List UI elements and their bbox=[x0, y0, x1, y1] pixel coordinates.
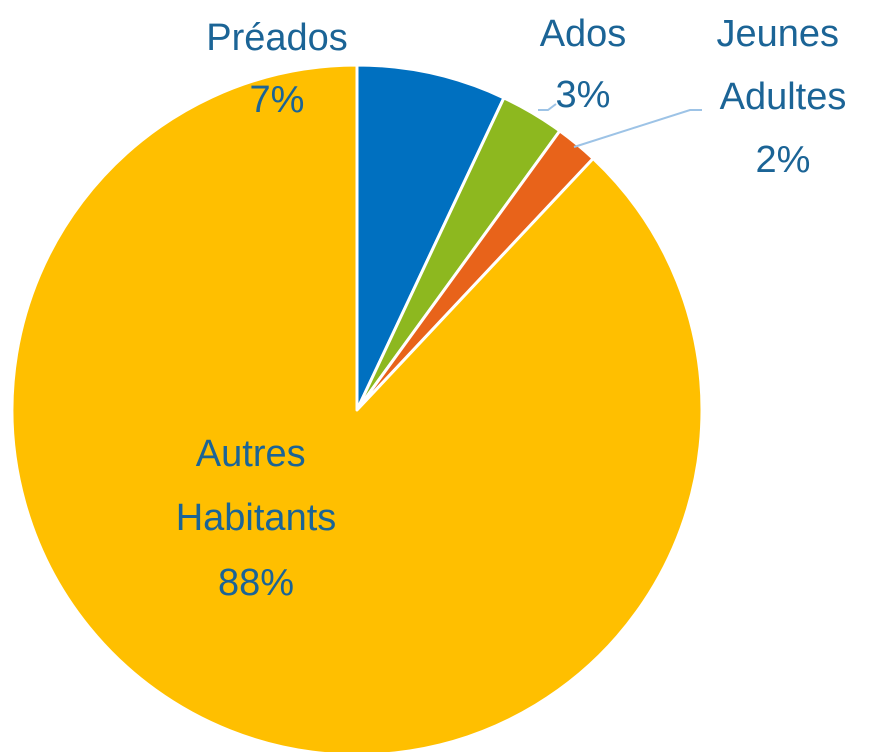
pie-slice bbox=[355, 63, 506, 412]
value-label: 2% bbox=[756, 139, 811, 181]
leader-line bbox=[573, 109, 702, 148]
slice-label: Jeunes Adultes bbox=[716, 13, 849, 118]
slice-label: Autres Habitants bbox=[176, 433, 337, 539]
value-label: 7% bbox=[250, 79, 305, 121]
slice-label: Ados bbox=[540, 13, 627, 55]
value-label: 3% bbox=[556, 74, 611, 116]
slice-label: Préados bbox=[206, 17, 348, 59]
leader-line bbox=[538, 103, 557, 111]
value-label: 88% bbox=[218, 562, 294, 604]
pie-slice bbox=[10, 63, 704, 752]
